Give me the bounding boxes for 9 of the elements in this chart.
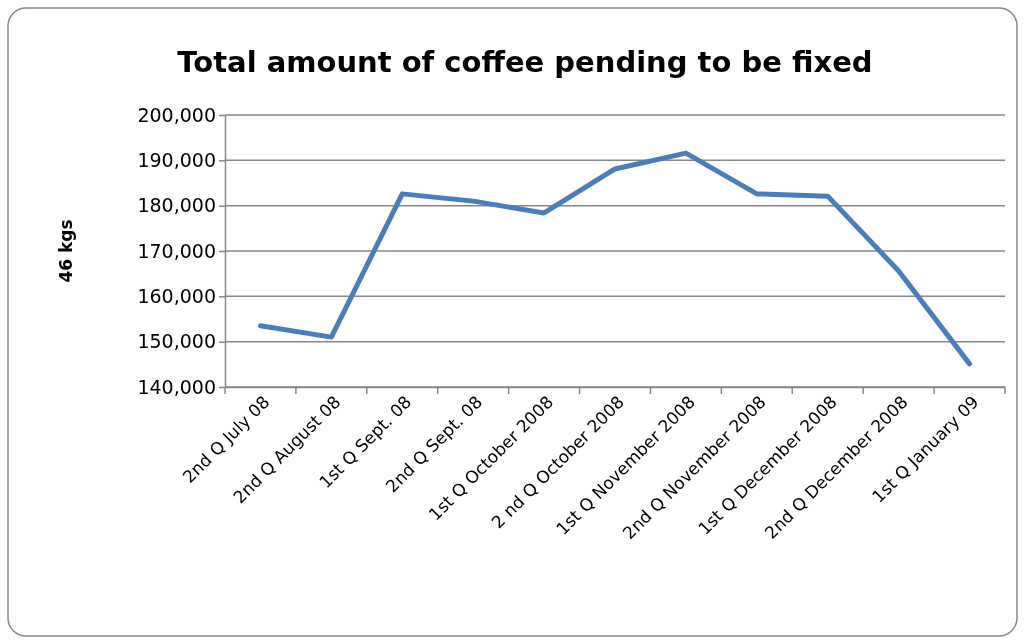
y-axis-title: 46 kgs xyxy=(56,219,76,283)
y-tick-label: 200,000 xyxy=(137,103,216,126)
y-tick-label: 140,000 xyxy=(137,375,216,398)
chart-title: Total amount of coffee pending to be fixed xyxy=(177,45,873,79)
y-tick-label: 170,000 xyxy=(137,239,216,262)
y-tick-label: 180,000 xyxy=(137,194,216,217)
y-tick-label: 190,000 xyxy=(137,148,216,171)
y-tick-label: 150,000 xyxy=(137,330,216,353)
y-tick-label: 160,000 xyxy=(137,284,216,307)
